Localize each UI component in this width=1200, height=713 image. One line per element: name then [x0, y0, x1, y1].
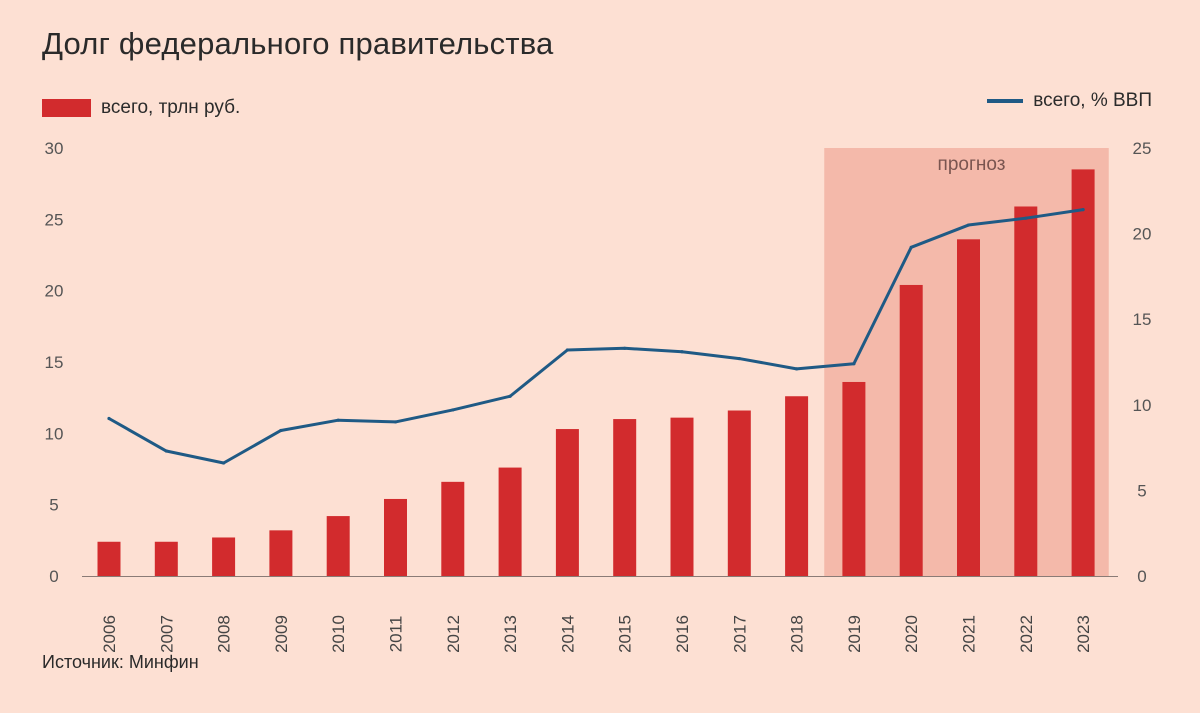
bar: [384, 498, 407, 576]
bar: [555, 429, 579, 576]
line-point: [1081, 208, 1085, 212]
x-tick-label: 2007: [157, 615, 176, 653]
legend-line-label: всего, % ВВП: [1033, 90, 1152, 111]
legend-bars: всего, трлн руб.: [42, 97, 240, 119]
legend-bar-swatch: [42, 99, 91, 117]
x-tick-label: 2023: [1074, 615, 1093, 653]
bar: [785, 396, 809, 576]
x-tick-label: 2020: [902, 615, 921, 653]
forecast-label: прогноз: [938, 154, 1006, 175]
line-point: [737, 356, 741, 361]
x-tick-label: 2017: [730, 615, 749, 653]
chart-title: Долг федерального правительства: [42, 26, 554, 61]
y-left-tick-label: 0: [49, 567, 58, 586]
bar: [670, 417, 694, 576]
bar: [441, 481, 465, 576]
line-series-pct-gdp: [107, 208, 1085, 465]
line-point: [451, 408, 455, 412]
line-point: [852, 362, 856, 366]
bar: [269, 530, 293, 576]
line-point: [680, 350, 684, 354]
bar: [498, 467, 522, 576]
y-left-tick-label: 5: [49, 496, 58, 515]
line-point: [909, 245, 913, 249]
x-tick-label: 2016: [673, 615, 692, 653]
x-tick-label: 2013: [501, 615, 520, 653]
line-point: [795, 367, 799, 371]
x-tick-label: 2022: [1017, 615, 1036, 653]
bar: [842, 381, 866, 576]
bar: [97, 541, 121, 576]
bar: [899, 284, 923, 576]
legend-line-swatch: [987, 99, 1024, 103]
bar: [1071, 169, 1095, 576]
line-point: [279, 428, 283, 433]
bar: [212, 537, 236, 576]
x-tick-label: 2011: [387, 616, 406, 653]
x-tick-label: 2012: [444, 615, 463, 653]
line-point: [508, 394, 512, 398]
line-point: [393, 420, 398, 424]
y-left-tick-label: 25: [45, 210, 64, 229]
y-right-tick-label: 25: [1133, 139, 1152, 158]
x-tick-label: 2018: [788, 615, 807, 653]
bar: [613, 419, 637, 576]
line-point: [107, 416, 111, 421]
x-tick-label: 2006: [100, 615, 119, 653]
y-right-tick-label: 10: [1133, 396, 1152, 415]
y-right-tick-label: 0: [1137, 567, 1146, 586]
line-point: [336, 418, 340, 422]
x-tick-label: 2015: [616, 615, 635, 653]
bar: [1014, 206, 1038, 576]
x-tick-label: 2019: [845, 615, 864, 653]
y-right-tick-label: 20: [1133, 225, 1152, 244]
x-tick-label: 2009: [272, 615, 291, 653]
y-right-tick-label: 15: [1133, 310, 1152, 329]
bar: [154, 541, 178, 576]
line-point: [164, 449, 168, 453]
y-left-tick-label: 10: [45, 424, 64, 443]
x-tick-label: 2010: [329, 615, 348, 653]
legend-line: всего, % ВВП: [987, 90, 1152, 112]
x-tick-label: 2014: [558, 615, 577, 653]
y-right-tick-label: 5: [1137, 481, 1146, 500]
source-note: Источник: Минфин: [42, 652, 199, 672]
line-point: [966, 223, 971, 227]
y-left-tick-label: 15: [45, 353, 64, 372]
line-point: [565, 348, 570, 352]
x-tick-label: 2021: [960, 615, 979, 653]
bar: [957, 239, 980, 576]
bar: [326, 516, 350, 576]
x-tick-label: 2008: [215, 615, 234, 653]
line-point: [1024, 216, 1028, 220]
y-left-tick-label: 20: [45, 282, 64, 301]
line-point: [623, 346, 627, 350]
legend-bars-label: всего, трлн руб.: [101, 97, 241, 118]
y-left-tick-label: 30: [45, 139, 64, 158]
bar: [727, 410, 751, 576]
line-point: [222, 461, 226, 465]
